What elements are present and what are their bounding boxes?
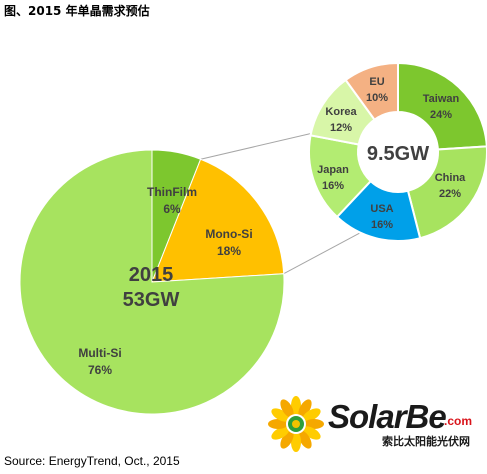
zoom-connector-lines: [200, 133, 361, 275]
donut-slice-eu-name-label: EU: [369, 76, 384, 88]
donut-slice-usa-name-label: USA: [370, 203, 393, 215]
pie-slice-thinfilm-name-label: ThinFilm: [147, 185, 197, 199]
donut-slice-eu-value-label: 10%: [366, 92, 388, 104]
source-note: Source: EnergyTrend, Oct., 2015: [4, 454, 180, 468]
donut-slice-eu: [344, 61, 399, 122]
donut-slice-usa-value-label: 16%: [371, 219, 393, 231]
donut-slice-taiwan-name-label: Taiwan: [423, 93, 460, 105]
logo-domain-suffix: .com: [444, 414, 473, 428]
donut-slice-china-name-label: China: [435, 172, 466, 184]
main-pie-year-label: 2015: [129, 264, 174, 286]
pie-slice-mono-si-name-label: Mono-Si: [205, 227, 252, 241]
main-pie-total-label: 53GW: [123, 289, 180, 311]
pie-slice-multi-si-name-label: Multi-Si: [78, 346, 121, 360]
donut-slice-korea-name-label: Korea: [325, 106, 357, 118]
donut-slice-japan-value-label: 16%: [322, 180, 344, 192]
main-pie: [19, 149, 285, 415]
logo-subtitle: 索比太阳能光伏网: [382, 435, 470, 448]
connector-line-upper: [200, 133, 312, 160]
pie-slice-multi-si-value-label: 76%: [88, 363, 112, 377]
pie-slice-thinfilm-value-label: 6%: [163, 202, 181, 216]
donut-slice-taiwan: [397, 61, 487, 151]
donut-slice-china-value-label: 22%: [439, 188, 461, 200]
donut-slice-korea-value-label: 12%: [330, 122, 352, 134]
sunflower-icon: [268, 396, 324, 452]
logo-wordmark: SolarBe: [328, 398, 447, 435]
donut-total-label: 9.5GW: [367, 143, 429, 165]
donut-slice-japan-name-label: Japan: [317, 164, 349, 176]
donut-slice-taiwan-value-label: 24%: [430, 109, 452, 121]
solarbe-logo: SolarBe .com 索比太阳能光伏网: [268, 392, 486, 456]
page-title: 图、2015 年单晶需求预估: [4, 4, 150, 18]
pie-slice-multi-si: [19, 149, 285, 415]
donut-slice-china: [406, 145, 487, 240]
pie-slice-mono-si: [151, 158, 285, 283]
connector-line-lower: [283, 232, 361, 275]
region-donut: [308, 61, 487, 242]
pie-slice-mono-si-value-label: 18%: [217, 244, 241, 258]
